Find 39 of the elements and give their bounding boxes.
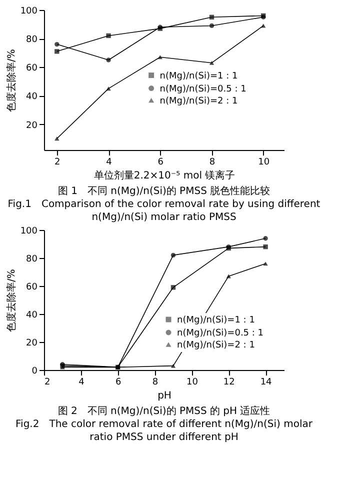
x-tick-label: 8 xyxy=(152,378,158,388)
text: n(Mg)/n(Si) molar ratio PMSS xyxy=(92,212,236,223)
y-axis-title: 色度去除率/% xyxy=(5,269,18,332)
y-tick-label: 60 xyxy=(26,64,38,74)
y-tick-label: 100 xyxy=(20,226,38,236)
y-tick-label: 40 xyxy=(26,310,38,320)
x-tick-label: 10 xyxy=(186,378,198,388)
legend-label: n(Mg)/n(Si)=2 : 1 xyxy=(177,340,255,350)
caption: 图 1 不同 n(Mg)/n(Si)的 PMSS 脱色性能比较 xyxy=(58,185,270,197)
y-tick-label: 40 xyxy=(26,92,38,102)
y-tick-label: 0 xyxy=(32,366,38,376)
legend-label: n(Mg)/n(Si)=1 : 1 xyxy=(160,71,238,82)
legend-label: n(Mg)/n(Si)=1 : 1 xyxy=(177,316,255,326)
caption: Fig.2 The color removal rate of different n(Mg)/n(Si) molar xyxy=(16,419,314,430)
caption: Fig.1 Comparison of the color removal rate by using different xyxy=(8,199,320,210)
y-tick-label: 80 xyxy=(26,254,38,264)
legend-label: n(Mg)/n(Si)=2 : 1 xyxy=(160,96,238,106)
x-tick-label: 6 xyxy=(158,158,164,168)
y-tick-label: 60 xyxy=(26,282,38,292)
y-tick-label: 100 xyxy=(20,6,38,16)
caption: 图 2 不同 n(Mg)/n(Si)的 PMSS 的 pH 适应性 xyxy=(58,405,270,417)
x-tick-label: 2 xyxy=(54,158,60,168)
y-tick-label: 80 xyxy=(26,35,38,46)
x-tick-label: 10 xyxy=(258,158,270,168)
x-tick-label: 12 xyxy=(223,378,235,388)
y-tick-label: 20 xyxy=(26,120,38,131)
x-axis-title: 单位剂量2.2×10⁻⁵ mol 镁离子 xyxy=(94,170,236,182)
y-axis-title: 色度去除率/% xyxy=(5,49,18,112)
x-tick-label: 8 xyxy=(209,158,216,168)
legend-label: n(Mg)/n(Si)=0.5 : 1 xyxy=(177,328,264,338)
x-axis-title: pH xyxy=(158,390,172,402)
x-tick-label: 2 xyxy=(44,378,50,388)
x-tick-label: 6 xyxy=(115,378,122,388)
y-tick-label: 20 xyxy=(26,338,38,348)
x-tick-label: 14 xyxy=(260,378,272,388)
legend-label: n(Mg)/n(Si)=0.5 : 1 xyxy=(160,84,246,94)
x-tick-label: 4 xyxy=(106,158,112,168)
text: ratio PMSS under different pH xyxy=(90,432,238,443)
x-tick-label: 4 xyxy=(78,378,85,388)
